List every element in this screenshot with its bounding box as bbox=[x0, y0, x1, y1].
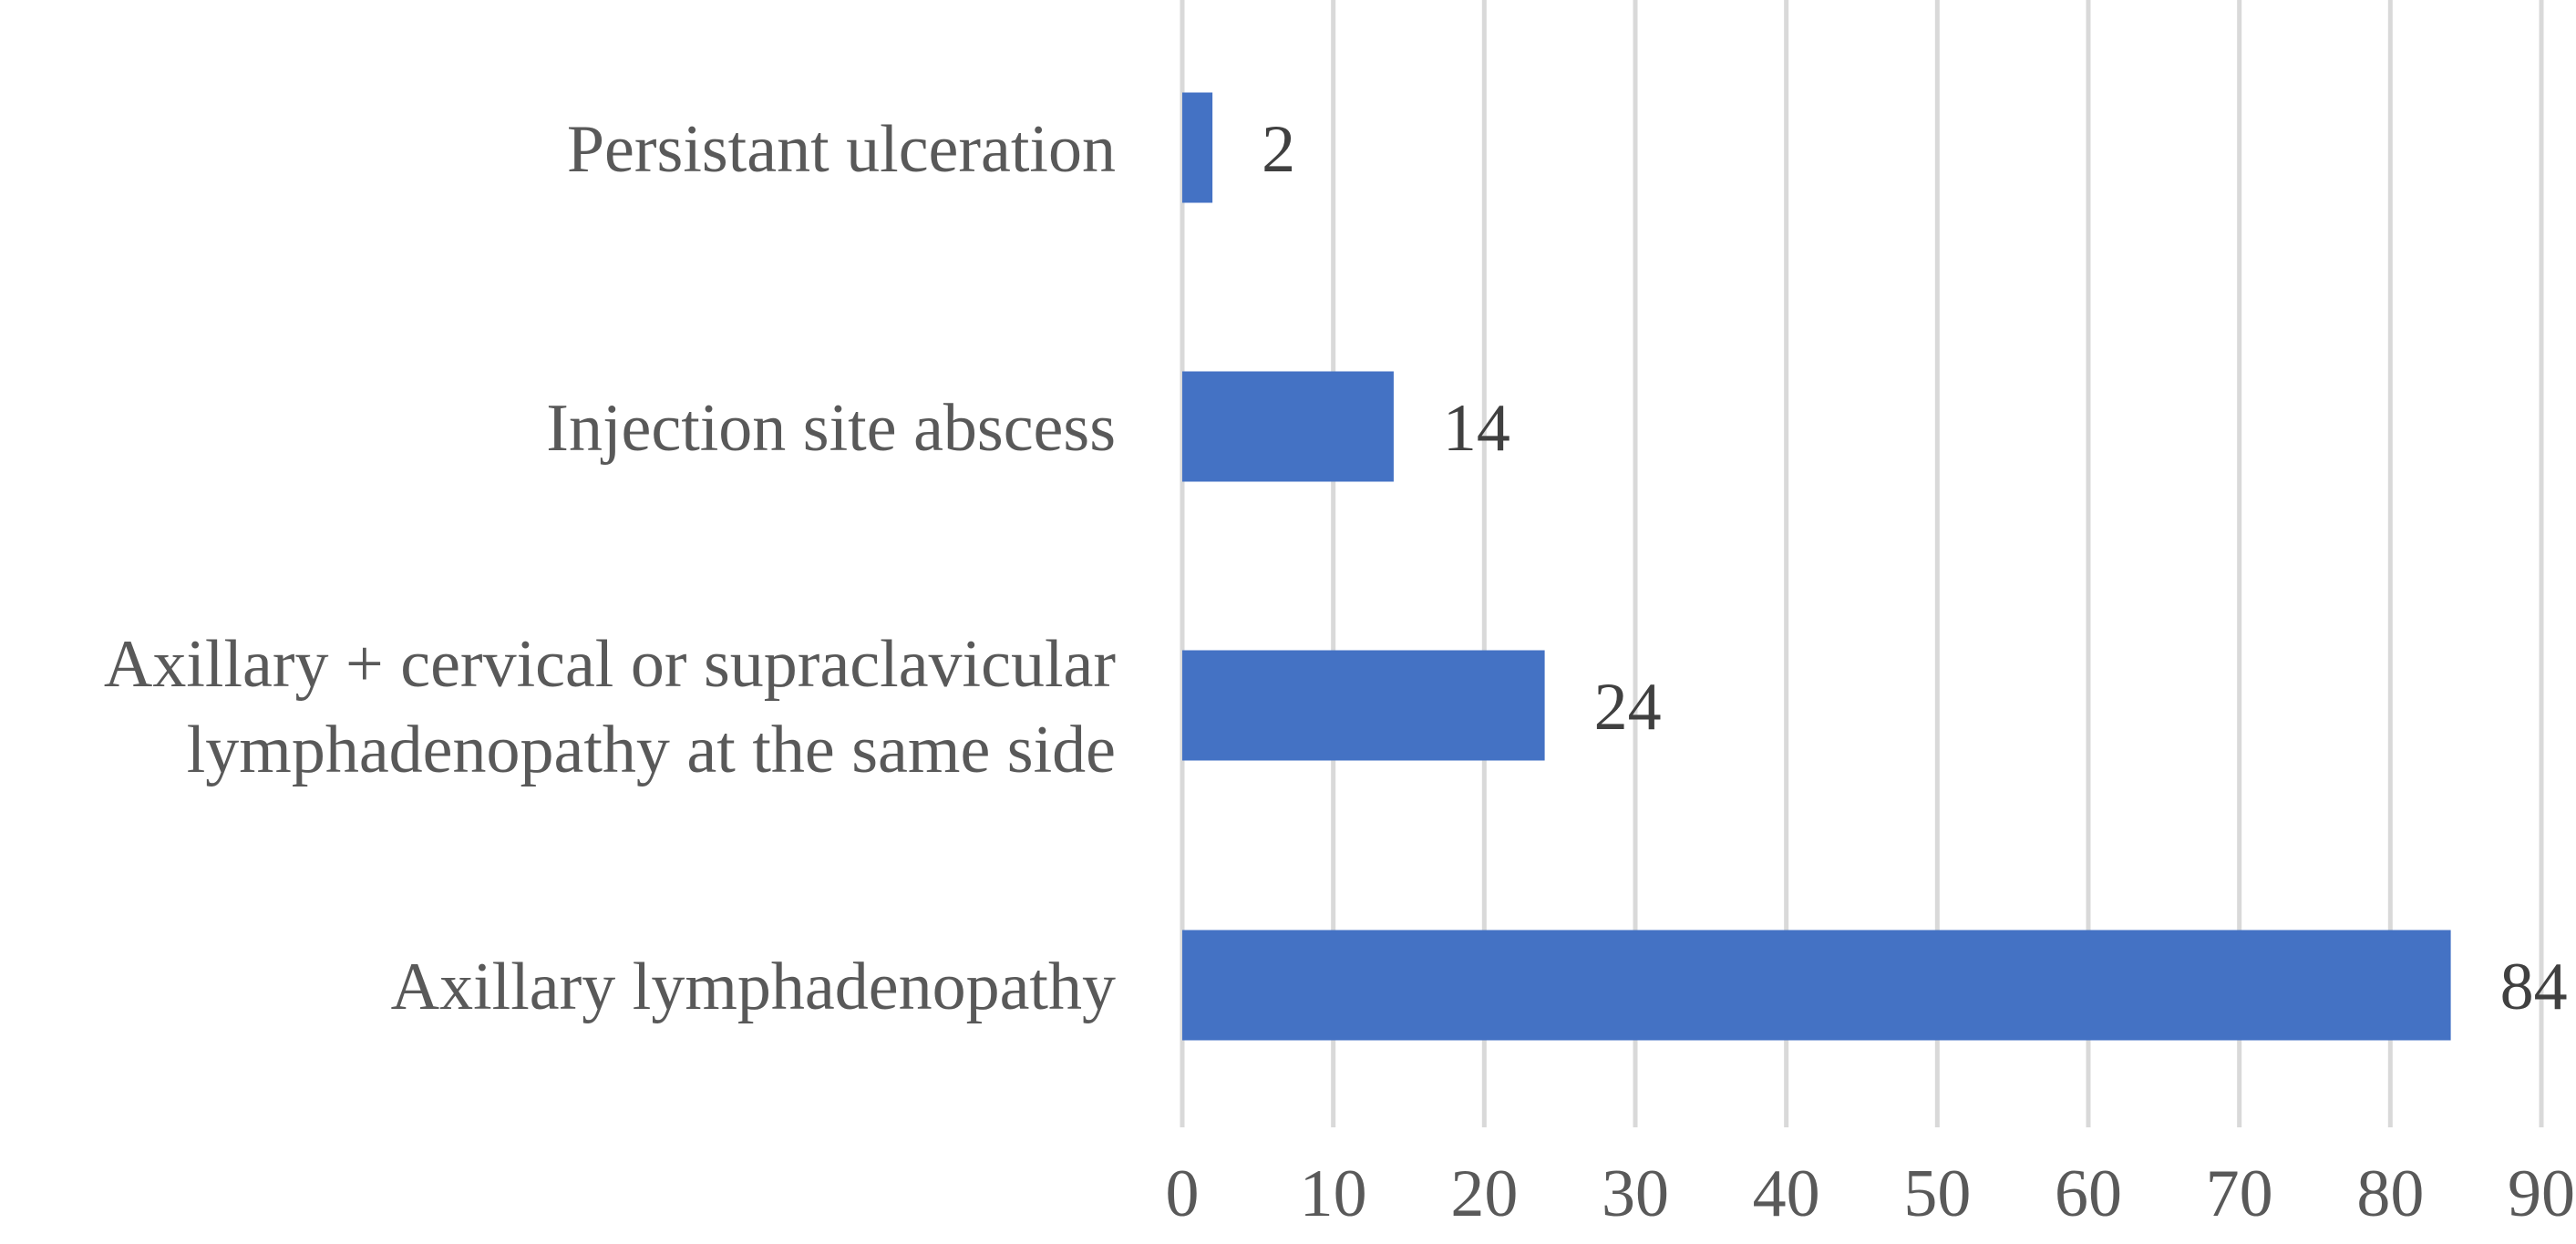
category-label: Axillary lymphadenopathy bbox=[391, 950, 1116, 1024]
data-label: 24 bbox=[1594, 670, 1662, 745]
x-tick-label: 10 bbox=[1300, 1157, 1367, 1231]
data-label: 14 bbox=[1443, 391, 1510, 466]
x-tick-label: 40 bbox=[1753, 1157, 1820, 1231]
bar bbox=[1182, 371, 1394, 482]
bar bbox=[1182, 650, 1545, 761]
gridlines bbox=[1180, 0, 2544, 1127]
x-tick-label: 60 bbox=[2055, 1157, 2122, 1231]
data-labels: 2 14 24 84 bbox=[1262, 112, 2567, 1024]
category-label: Persistant ulceration bbox=[567, 112, 1116, 187]
category-label: lymphadenopathy at the same side bbox=[187, 713, 1116, 787]
category-labels: Persistant ulceration Injection site absc… bbox=[104, 112, 1116, 1024]
bars bbox=[1182, 92, 2451, 1041]
bar bbox=[1182, 930, 2451, 1041]
x-tick-label: 90 bbox=[2508, 1157, 2575, 1231]
x-tick-label: 20 bbox=[1450, 1157, 1518, 1231]
category-label: Axillary + cervical or supraclavicular bbox=[104, 627, 1116, 702]
category-label: Injection site abscess bbox=[546, 391, 1116, 466]
x-tick-label: 80 bbox=[2356, 1157, 2424, 1231]
x-axis-tick-labels: 0 10 20 30 40 50 60 70 80 90 bbox=[1166, 1157, 2576, 1231]
x-tick-label: 50 bbox=[1903, 1157, 1971, 1231]
x-tick-label: 0 bbox=[1166, 1157, 1200, 1231]
x-tick-label: 70 bbox=[2206, 1157, 2273, 1231]
data-label: 2 bbox=[1262, 112, 1295, 187]
bar bbox=[1182, 92, 1213, 203]
x-tick-label: 30 bbox=[1602, 1157, 1669, 1231]
data-label: 84 bbox=[2500, 950, 2568, 1024]
